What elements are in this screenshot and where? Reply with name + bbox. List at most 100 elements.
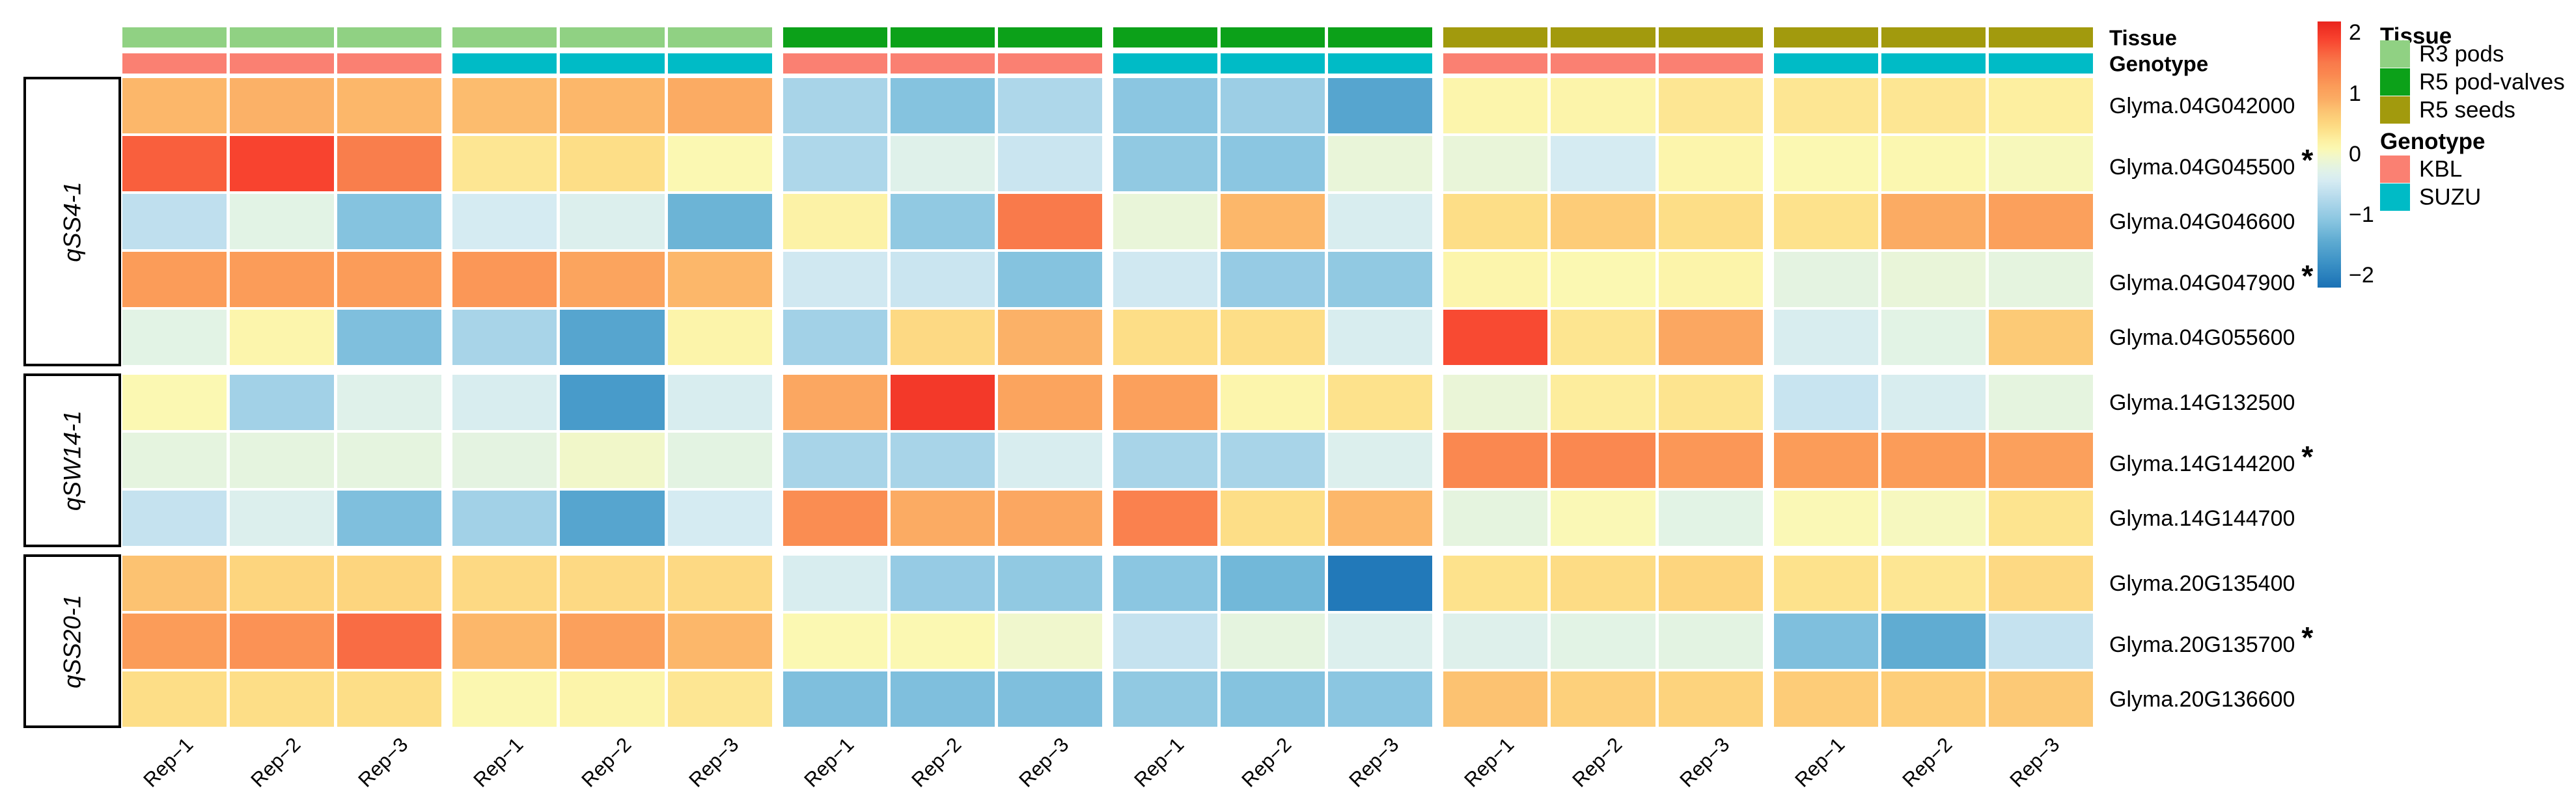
heatmap-cell [890, 556, 995, 611]
heatmap-cell [337, 194, 442, 249]
heatmap-cell [452, 310, 557, 365]
heatmap-cell [452, 375, 557, 430]
tissue-annotation-cell [890, 27, 995, 47]
heatmap-cell [1773, 310, 1878, 365]
heatmap-cell [337, 433, 442, 488]
genotype-annotation-cell [1988, 53, 2093, 74]
heatmap-cell [1221, 614, 1325, 669]
significance-asterisk: * [2301, 439, 2314, 474]
heatmap-cell [1988, 310, 2093, 365]
heatmap-cell [997, 310, 1102, 365]
heatmap-cell [230, 136, 335, 191]
tissue-annotation-cell [1988, 27, 2093, 47]
gene-row-label: Glyma.14G132500 [2109, 392, 2295, 414]
significance-asterisk: * [2301, 142, 2314, 177]
heatmap-cell [782, 375, 887, 430]
gene-id-text: Glyma.04G042000 [2109, 93, 2295, 118]
gene-row-label: Glyma.20G135400 [2109, 573, 2295, 595]
genotype-annotation-cell [1113, 53, 1218, 74]
heatmap-cell [1773, 491, 1878, 546]
heatmap-cell [1881, 614, 1986, 669]
column-label: Rep−3 [684, 733, 743, 792]
gene-id-text: Glyma.04G046600 [2109, 209, 2295, 234]
heatmap-cell [560, 671, 665, 727]
tissue-annotation-cell [1551, 27, 1655, 47]
column-label: Rep−2 [907, 733, 966, 792]
heatmap-cell [1328, 78, 1433, 133]
heatmap-cell [890, 491, 995, 546]
heatmap-cell [1443, 491, 1548, 546]
heatmap-cell [997, 614, 1102, 669]
heatmap-cell [1113, 194, 1218, 249]
heatmap-cell [1773, 556, 1878, 611]
qtl-group-box [23, 77, 121, 366]
heatmap-cell [782, 433, 887, 488]
column-label: Rep−1 [1790, 733, 1849, 792]
heatmap-cell [1443, 671, 1548, 727]
heatmap-cell [667, 556, 772, 611]
heatmap-cell [230, 556, 335, 611]
heatmap-cell [230, 310, 335, 365]
heatmap-cell [452, 491, 557, 546]
heatmap-cell [1551, 556, 1655, 611]
gene-id-text: Glyma.20G135400 [2109, 571, 2295, 596]
heatmap-cell [667, 614, 772, 669]
heatmap-cell [1658, 671, 1763, 727]
tissue-annotation-cell [782, 27, 887, 47]
gene-row-label: Glyma.20G136600 [2109, 688, 2295, 710]
heatmap-cell [667, 78, 772, 133]
heatmap-cell [1773, 614, 1878, 669]
heatmap-cell [1551, 614, 1655, 669]
heatmap-cell [1443, 78, 1548, 133]
heatmap-cell [1551, 78, 1655, 133]
heatmap-cell [230, 78, 335, 133]
tissue-annotation-cell [1443, 27, 1548, 47]
heatmap-cell [337, 310, 442, 365]
heatmap-cell [1221, 78, 1325, 133]
heatmap-cell [1113, 78, 1218, 133]
heatmap-cell [560, 78, 665, 133]
heatmap-cell [890, 375, 995, 430]
tissue-annotation-cell [230, 27, 335, 47]
heatmap-cell [997, 671, 1102, 727]
gene-id-text: Glyma.04G045500 [2109, 154, 2295, 180]
genotype-annotation-cell [782, 53, 887, 74]
heatmap-cell [890, 671, 995, 727]
genotype-legend-item-label: KBL [2419, 156, 2463, 182]
heatmap-cell [1328, 136, 1433, 191]
heatmap-cell [122, 78, 227, 133]
heatmap-cell [1551, 136, 1655, 191]
heatmap-cell [890, 614, 995, 669]
heatmap-cell [122, 136, 227, 191]
tissue-annotation-cell [1113, 27, 1218, 47]
gene-row-label: Glyma.04G055600 [2109, 327, 2295, 349]
tissue-annotation-cell [560, 27, 665, 47]
tissue-annotation-cell [452, 27, 557, 47]
heatmap-cell [1773, 136, 1878, 191]
heatmap-cell [1773, 78, 1878, 133]
genotype-annotation-cell [890, 53, 995, 74]
heatmap-cell [1988, 252, 2093, 307]
qtl-group-label: qSW14-1 [59, 410, 86, 511]
genotype-annotation-cell [1221, 53, 1325, 74]
genotype-annotation-cell [667, 53, 772, 74]
heatmap-cell [997, 433, 1102, 488]
heatmap-cell [337, 556, 442, 611]
heatmap-cell [1658, 433, 1763, 488]
genotype-annotation-cell [1328, 53, 1433, 74]
gene-row-label: Glyma.04G046600 [2109, 211, 2295, 233]
heatmap-cell [782, 194, 887, 249]
heatmap-cell [782, 491, 887, 546]
heatmap-cell [560, 556, 665, 611]
gene-id-text: Glyma.14G144700 [2109, 506, 2295, 531]
tissue-annotation-cell [122, 27, 227, 47]
heatmap-cell [1881, 252, 1986, 307]
heatmap-cell [1881, 136, 1986, 191]
heatmap-cell [452, 614, 557, 669]
heatmap-cell [1551, 310, 1655, 365]
column-label: Rep−1 [1129, 733, 1189, 792]
heatmap-cell [122, 375, 227, 430]
heatmap-cell [452, 252, 557, 307]
heatmap-cell [337, 78, 442, 133]
heatmap-cell [1221, 310, 1325, 365]
